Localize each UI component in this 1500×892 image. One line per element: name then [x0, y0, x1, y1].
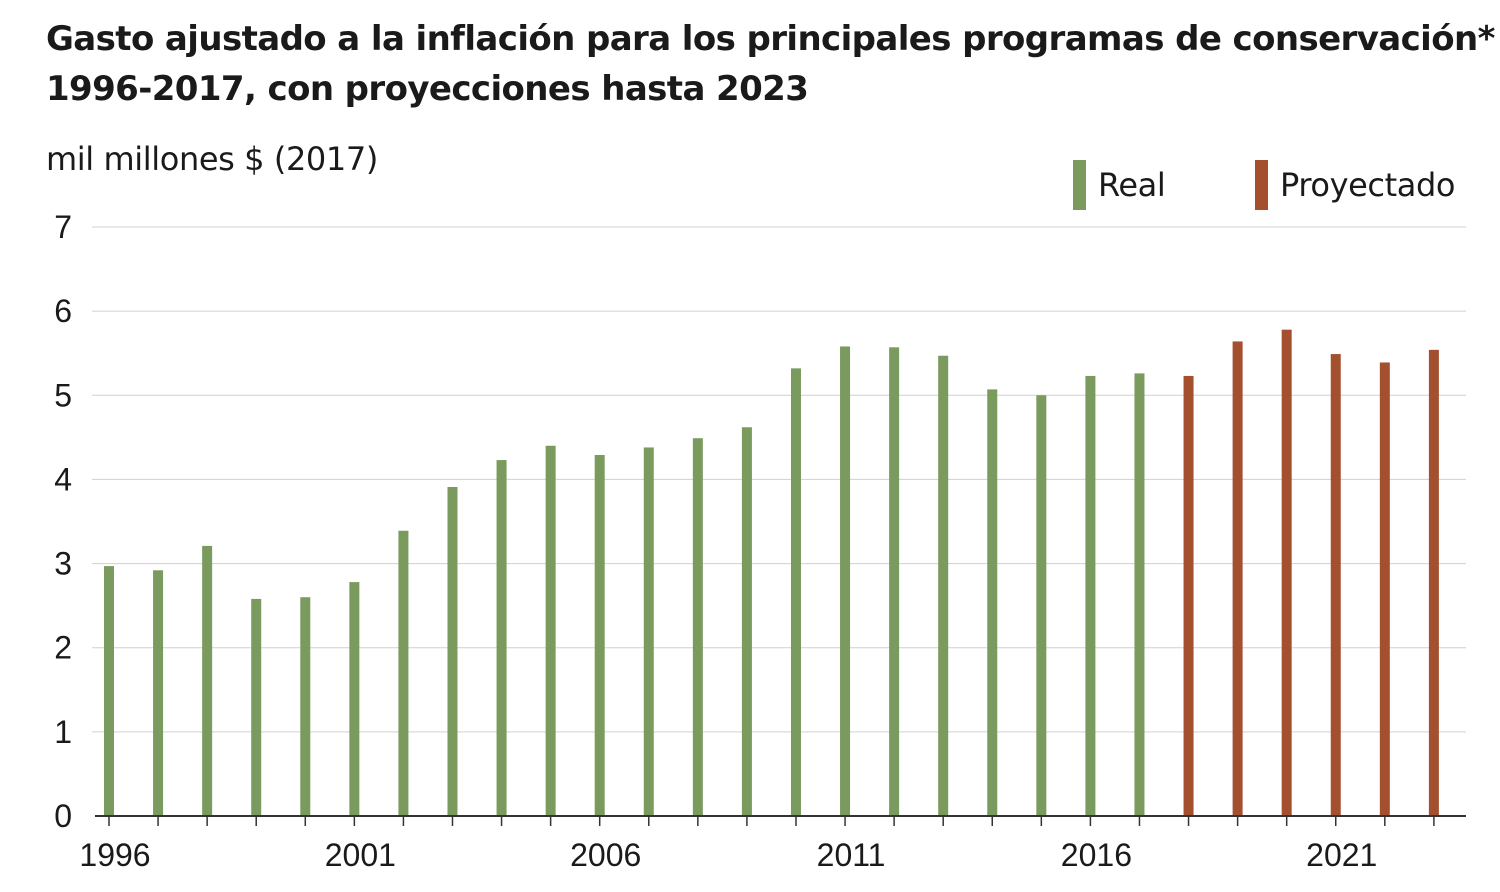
bar-real-2008 — [692, 438, 703, 816]
chart-title-line-2: 1996-2017, con proyecciones hasta 2023 — [46, 69, 809, 109]
y-tick-label-2: 2 — [54, 630, 72, 666]
bar-real-2004 — [496, 460, 507, 816]
x-tick-label-2021: 2021 — [1306, 837, 1377, 873]
y-tick-label-0: 0 — [54, 798, 72, 834]
legend-item-real: Real — [1073, 160, 1166, 210]
bar-real-2002 — [398, 530, 409, 816]
bar-projected-2020 — [1281, 329, 1292, 816]
bar-real-2010 — [790, 368, 801, 816]
x-tick-label-2001: 2001 — [325, 837, 396, 873]
bar-projected-2022 — [1379, 362, 1390, 816]
bar-real-1996 — [104, 566, 114, 816]
bar-real-1997 — [153, 570, 164, 816]
bar-real-2009 — [741, 427, 752, 816]
y-axis-unit-label: mil millones $ (2017) — [46, 140, 378, 178]
bar-real-2001 — [349, 582, 360, 816]
bar-real-2017 — [1134, 373, 1145, 816]
x-tick-label-1996: 1996 — [79, 837, 150, 873]
legend-label-projected: Proyectado — [1280, 166, 1456, 204]
y-tick-label-3: 3 — [54, 546, 72, 582]
chart-title: Gasto ajustado a la inflación para los p… — [46, 14, 1495, 114]
bar-real-2003 — [447, 487, 458, 816]
bar-real-2012 — [889, 347, 900, 816]
bar-projected-2018 — [1183, 375, 1194, 816]
bar-real-2015 — [1036, 395, 1047, 816]
bar-real-2006 — [594, 455, 605, 816]
legend-swatch-projected — [1255, 160, 1268, 210]
chart-title-line-1: Gasto ajustado a la inflación para los p… — [46, 19, 1495, 59]
legend-label-real: Real — [1098, 166, 1166, 204]
bar-projected-2019 — [1232, 341, 1243, 816]
legend-swatch-real — [1073, 160, 1086, 210]
x-tick-label-2011: 2011 — [817, 837, 886, 873]
y-tick-label-5: 5 — [54, 377, 72, 413]
bar-real-1998 — [202, 545, 213, 816]
y-tick-label-6: 6 — [54, 293, 72, 329]
bar-real-2000 — [300, 597, 311, 816]
bar-real-2016 — [1085, 375, 1096, 816]
x-tick-label-2016: 2016 — [1061, 837, 1132, 873]
bar-real-2013 — [938, 355, 949, 816]
x-tick-label-2006: 2006 — [570, 837, 641, 873]
y-tick-label-7: 7 — [54, 209, 72, 245]
bar-projected-2023 — [1428, 349, 1439, 816]
bar-real-2005 — [545, 445, 556, 816]
bar-projected-2021 — [1330, 354, 1341, 816]
bar-real-2014 — [987, 389, 998, 816]
y-tick-label-4: 4 — [54, 461, 72, 497]
bar-real-2007 — [643, 447, 654, 816]
legend-item-projected: Proyectado — [1255, 160, 1455, 210]
bar-real-1999 — [251, 598, 262, 816]
bar-real-2011 — [840, 346, 851, 816]
y-tick-label-1: 1 — [54, 714, 72, 750]
